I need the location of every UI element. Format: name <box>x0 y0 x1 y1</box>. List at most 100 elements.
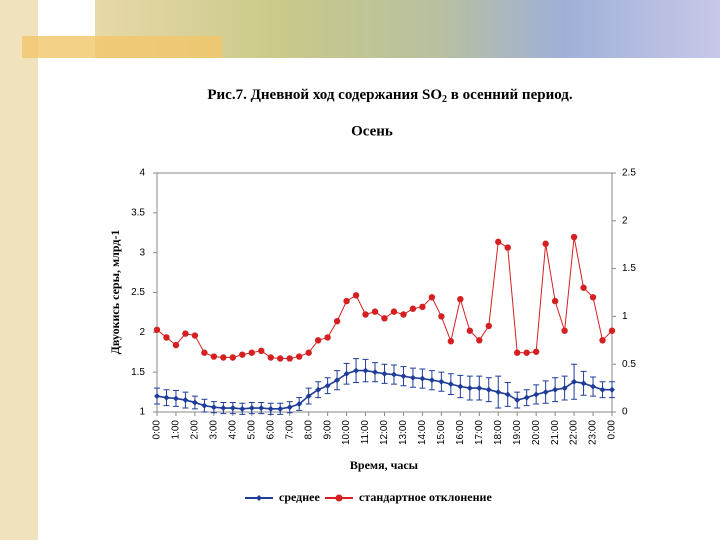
point <box>153 326 161 333</box>
point <box>258 347 265 355</box>
point <box>154 393 160 400</box>
point <box>438 313 445 320</box>
point <box>191 332 199 339</box>
point <box>172 341 180 349</box>
y2-tick-label: 2 <box>622 215 628 226</box>
point <box>561 385 568 392</box>
x-tick-label: 17:00 <box>474 420 485 445</box>
x-tick-label: 0:00 <box>607 420 618 440</box>
y2-tick-label: 1 <box>622 311 628 322</box>
legend-label: стандартное отклонение <box>359 490 492 504</box>
x-tick-label: 19:00 <box>512 420 523 445</box>
point <box>277 355 284 362</box>
point <box>381 315 388 322</box>
point <box>590 383 597 390</box>
x-tick-label: 4:00 <box>227 420 238 440</box>
point <box>381 370 388 377</box>
point <box>248 405 255 412</box>
point <box>220 405 227 412</box>
y2-tick-label: 0 <box>622 407 628 418</box>
point <box>428 377 435 384</box>
x-tick-label: 12:00 <box>379 420 390 445</box>
x-tick-label: 8:00 <box>303 420 314 440</box>
point <box>466 327 474 334</box>
y-tick-label: 3 <box>139 247 145 258</box>
point <box>599 337 606 344</box>
y2-tick-label: 2.5 <box>622 168 636 179</box>
point <box>314 337 322 344</box>
point <box>409 374 416 381</box>
point <box>324 382 331 389</box>
x-tick-label: 22:00 <box>569 420 580 445</box>
x-tick-label: 3:00 <box>209 420 220 440</box>
left-strip <box>0 0 38 540</box>
point <box>542 389 549 396</box>
point <box>599 386 606 393</box>
point <box>220 354 227 361</box>
point <box>239 405 246 412</box>
point <box>476 385 483 392</box>
point <box>210 353 218 360</box>
point <box>372 369 379 376</box>
point <box>523 349 530 356</box>
point <box>495 389 502 396</box>
x-tick-label: 1:00 <box>171 420 182 440</box>
legend-marker <box>335 494 343 502</box>
y2-tick-label: 0.5 <box>622 359 636 370</box>
x-tick-label: 18:00 <box>493 420 504 445</box>
x-tick-label: 6:00 <box>265 420 276 440</box>
point <box>476 337 483 344</box>
point <box>580 380 587 387</box>
point <box>229 354 237 361</box>
point <box>305 349 312 356</box>
point <box>409 305 417 312</box>
point <box>390 371 397 378</box>
decor <box>22 36 222 58</box>
y-tick-label: 2 <box>139 327 145 338</box>
x-tick-label: 11:00 <box>360 420 371 445</box>
point <box>485 322 492 330</box>
point <box>201 402 208 409</box>
point <box>324 334 331 341</box>
x-tick-label: 9:00 <box>322 420 333 440</box>
y-tick-label: 3.5 <box>131 207 145 218</box>
point <box>608 327 616 334</box>
x-axis-label: Время, часы <box>350 458 419 472</box>
point <box>258 405 265 412</box>
point <box>589 294 597 301</box>
x-tick-label: 16:00 <box>455 420 466 445</box>
point <box>229 405 236 412</box>
x-tick-label: 21:00 <box>550 420 561 445</box>
legend-marker <box>256 495 262 501</box>
y-tick-label: 4 <box>139 168 145 179</box>
point <box>514 349 521 356</box>
point <box>419 303 426 311</box>
point <box>419 375 426 382</box>
point <box>267 405 274 412</box>
x-tick-label: 13:00 <box>398 420 409 445</box>
point <box>163 334 170 341</box>
point <box>485 386 492 393</box>
point <box>457 295 464 303</box>
x-tick-label: 20:00 <box>531 420 542 445</box>
point <box>352 292 360 299</box>
x-tick-label: 2:00 <box>190 420 201 440</box>
point <box>552 386 559 393</box>
point <box>542 240 549 247</box>
point <box>353 367 360 374</box>
legend-label: среднее <box>279 490 320 504</box>
y-tick-label: 1.5 <box>131 367 145 378</box>
point <box>609 386 615 393</box>
point <box>286 355 293 362</box>
point <box>495 238 502 246</box>
point <box>532 348 540 355</box>
x-tick-label: 7:00 <box>284 420 295 440</box>
point <box>334 377 341 384</box>
point <box>191 399 198 406</box>
point <box>580 284 587 291</box>
point <box>428 294 436 301</box>
point <box>362 311 369 318</box>
x-tick-label: 23:00 <box>588 420 599 445</box>
x-tick-label: 10:00 <box>341 420 352 445</box>
